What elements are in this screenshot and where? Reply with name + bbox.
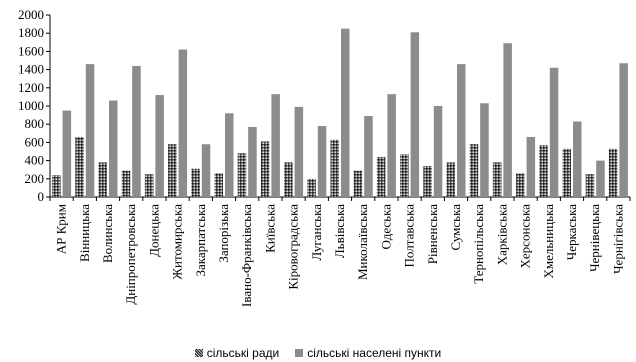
bar-series-1: [400, 154, 409, 197]
bar-series-2: [503, 43, 512, 198]
bar-series-1: [516, 173, 525, 197]
legend-label-series-1: сільські ради: [206, 346, 280, 360]
x-tick-label: Херсонська: [518, 204, 533, 269]
bar-series-1: [307, 178, 316, 197]
x-tick-label: Запорізька: [216, 204, 231, 263]
y-tick-label: 1000: [18, 98, 44, 113]
bar-series-1: [423, 166, 432, 197]
bar-series-2: [526, 136, 536, 197]
legend: сільські ради сільські населені пункти: [0, 344, 636, 362]
bar-series-1: [284, 162, 293, 197]
x-tick-label: Житомирська: [170, 204, 185, 280]
x-tick-label: Івано-Франківська: [239, 204, 254, 307]
bar-series-1: [353, 170, 363, 197]
bar-series-2: [201, 144, 211, 197]
bar-series-1: [237, 153, 247, 197]
bar-series-2: [433, 106, 443, 197]
x-tick-label: Хмельницька: [541, 204, 556, 279]
x-tick-label: Полтавська: [402, 204, 417, 268]
y-tick-label: 600: [25, 134, 45, 149]
x-tick-label: АР Крим: [54, 204, 69, 254]
bar-series-2: [480, 103, 489, 197]
x-tick-label: Чернівецька: [587, 204, 602, 272]
x-tick-label: Волинська: [100, 204, 115, 263]
bar-series-1: [144, 174, 154, 197]
bars-group: [52, 28, 628, 198]
bar-series-2: [109, 100, 118, 197]
legend-swatch-series-1: [194, 349, 203, 357]
y-tick-label: 0: [38, 189, 45, 204]
bar-series-2: [225, 113, 234, 197]
legend-label-series-2: сільські населені пункти: [307, 346, 442, 360]
x-axis: [49, 196, 631, 201]
bar-series-2: [549, 67, 559, 197]
bar-series-2: [387, 94, 396, 197]
legend-swatch-series-2: [295, 349, 304, 357]
x-tick-label: Дніпропетровська: [123, 204, 138, 305]
bar-series-2: [596, 160, 605, 197]
x-tick-label: Одеська: [378, 204, 393, 250]
bar-series-1: [168, 144, 177, 197]
x-tick-label: Рівненська: [425, 204, 440, 264]
bar-series-2: [364, 116, 373, 197]
bar-series-2: [178, 49, 188, 197]
bar-series-1: [260, 141, 270, 197]
bar-series-2: [155, 95, 164, 197]
bar-series-2: [62, 110, 72, 197]
y-tick-label: 200: [25, 171, 45, 186]
y-tick-label: 800: [25, 116, 45, 131]
x-tick-label: Сумська: [448, 204, 463, 251]
x-tick-label: Харківська: [494, 204, 509, 265]
x-tick-label: Чернігівська: [610, 204, 625, 274]
x-tick-label: Черкаська: [564, 204, 579, 260]
bar-series-1: [492, 162, 502, 197]
x-tick-label: Київська: [262, 204, 277, 253]
bar-series-1: [98, 162, 107, 197]
bar-series-2: [248, 126, 257, 197]
bar-series-2: [573, 121, 582, 197]
bar-series-2: [132, 65, 141, 198]
x-tick-label: Львівська: [332, 204, 347, 258]
x-tick-label: Закарпатська: [193, 204, 208, 277]
category-labels: АР Крим Вінницька Волинська Дніпропетровськ…: [54, 204, 626, 307]
bar-series-2: [619, 63, 628, 198]
x-tick-label: Кіровоградська: [286, 204, 301, 290]
x-tick-label: Миколаївська: [355, 204, 370, 280]
bar-series-2: [271, 94, 280, 197]
x-tick-label: Тернопільська: [471, 204, 486, 284]
bar-series-1: [75, 136, 84, 197]
bar-series-1: [446, 162, 455, 197]
bar-series-1: [330, 139, 339, 197]
legend-item-series-2: сільські населені пункти: [295, 346, 441, 360]
bar-series-1: [121, 170, 131, 197]
bar-series-2: [294, 106, 304, 197]
x-tick-label: Вінницька: [77, 204, 92, 262]
y-tick-label: 1200: [18, 80, 44, 95]
y-tick-label: 2000: [18, 7, 44, 22]
bar-series-1: [52, 175, 61, 197]
bar-series-2: [410, 32, 420, 197]
bar-series-1: [191, 168, 200, 197]
bar-series-1: [469, 144, 479, 197]
bar-series-1: [608, 148, 618, 197]
x-tick-label: Донецька: [146, 204, 161, 257]
bar-series-2: [457, 64, 466, 197]
bar-series-1: [376, 156, 386, 197]
bar-series-2: [341, 28, 350, 198]
bar-series-2: [317, 126, 327, 197]
x-tick-label: Луганська: [309, 204, 324, 261]
bar-series-1: [214, 173, 223, 197]
y-tick-label: 400: [25, 153, 45, 168]
y-tick-label: 1400: [18, 62, 44, 77]
bar-series-2: [85, 64, 95, 197]
bar-series-1: [585, 174, 595, 197]
legend-item-series-1: сільські ради: [194, 346, 280, 360]
y-tick-label: 1800: [18, 25, 44, 40]
bar-series-1: [539, 145, 548, 197]
y-axis: 0 200 400 600 800 1000 1200 1400 1600 1800 2000: [18, 7, 51, 204]
y-tick-label: 1600: [18, 43, 44, 58]
bar-series-1: [562, 148, 571, 197]
